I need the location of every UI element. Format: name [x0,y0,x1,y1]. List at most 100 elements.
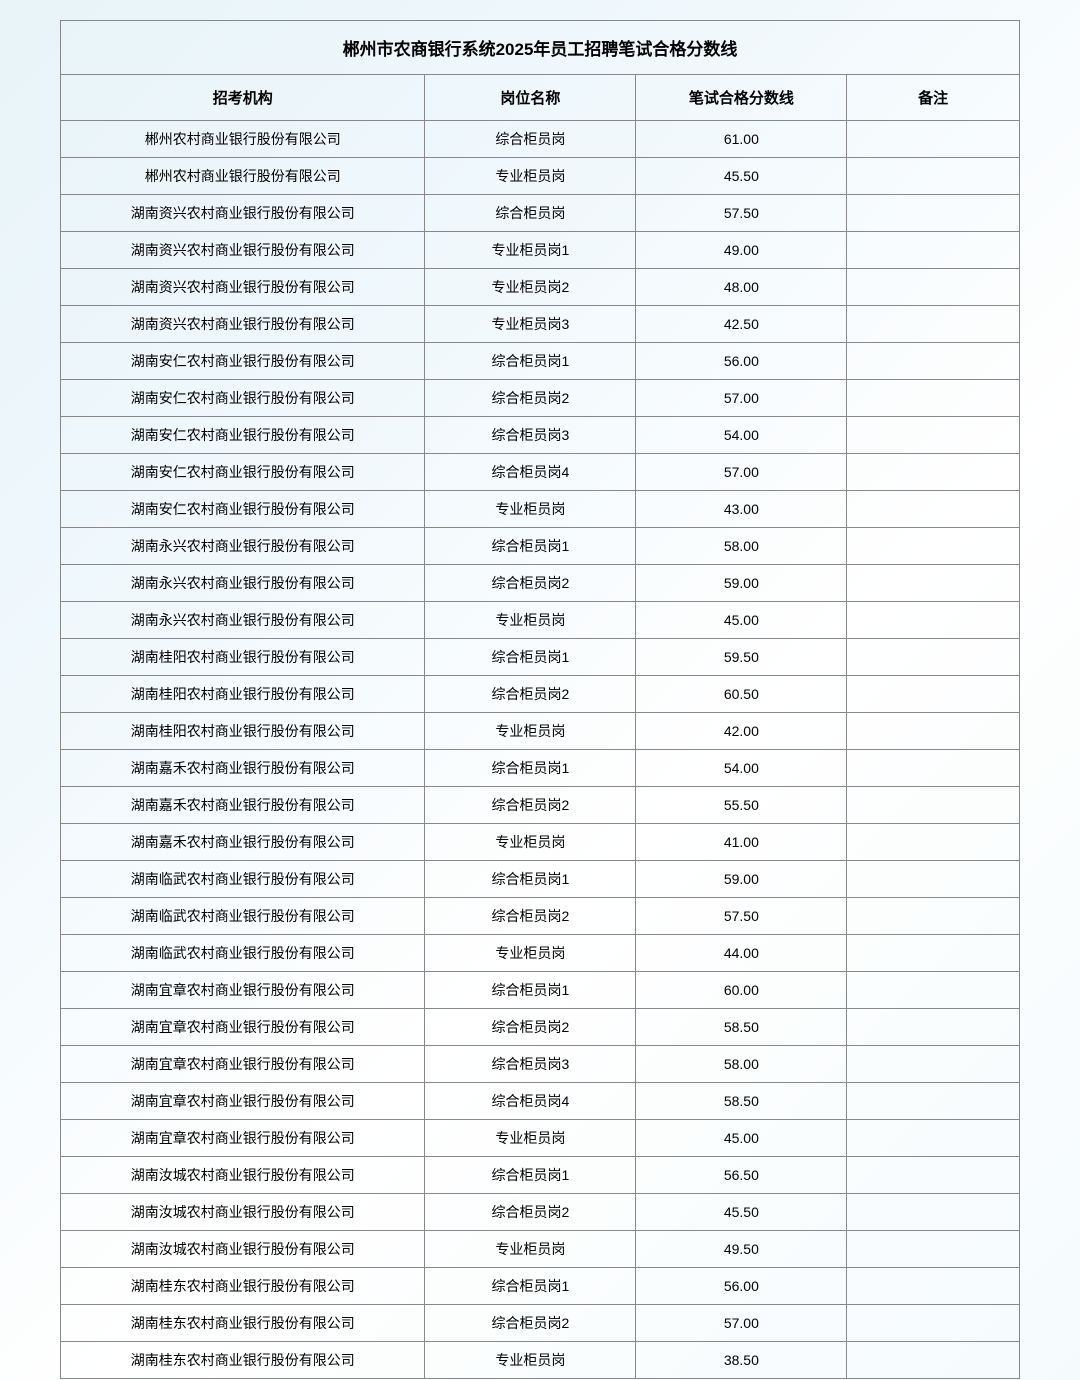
cell-note [847,861,1020,898]
cell-position: 综合柜员岗2 [425,565,636,602]
cell-note [847,935,1020,972]
table-row: 郴州农村商业银行股份有限公司专业柜员岗45.50 [61,158,1020,195]
cell-position: 综合柜员岗2 [425,787,636,824]
cell-position: 专业柜员岗 [425,602,636,639]
cell-score: 49.50 [636,1231,847,1268]
cell-score: 44.00 [636,935,847,972]
cell-position: 综合柜员岗1 [425,1268,636,1305]
cell-score: 58.50 [636,1009,847,1046]
cell-position: 专业柜员岗 [425,935,636,972]
cell-position: 综合柜员岗2 [425,1305,636,1342]
score-table: 郴州市农商银行系统2025年员工招聘笔试合格分数线 招考机构 岗位名称 笔试合格… [60,20,1020,1379]
cell-note [847,565,1020,602]
cell-note [847,454,1020,491]
cell-org: 湖南宜章农村商业银行股份有限公司 [61,1083,425,1120]
cell-org: 湖南永兴农村商业银行股份有限公司 [61,565,425,602]
cell-position: 综合柜员岗4 [425,454,636,491]
table-row: 湖南永兴农村商业银行股份有限公司专业柜员岗45.00 [61,602,1020,639]
cell-org: 郴州农村商业银行股份有限公司 [61,121,425,158]
cell-score: 57.00 [636,454,847,491]
cell-note [847,195,1020,232]
cell-position: 综合柜员岗4 [425,1083,636,1120]
cell-position: 综合柜员岗2 [425,676,636,713]
table-row: 湖南桂东农村商业银行股份有限公司专业柜员岗38.50 [61,1342,1020,1379]
cell-position: 综合柜员岗1 [425,343,636,380]
cell-position: 综合柜员岗1 [425,639,636,676]
cell-org: 湖南资兴农村商业银行股份有限公司 [61,232,425,269]
table-row: 湖南汝城农村商业银行股份有限公司综合柜员岗156.50 [61,1157,1020,1194]
cell-score: 54.00 [636,417,847,454]
cell-score: 59.50 [636,639,847,676]
cell-score: 54.00 [636,750,847,787]
cell-org: 湖南安仁农村商业银行股份有限公司 [61,380,425,417]
cell-note [847,602,1020,639]
cell-note [847,1194,1020,1231]
cell-score: 45.50 [636,1194,847,1231]
cell-note [847,1268,1020,1305]
cell-note [847,1083,1020,1120]
cell-position: 专业柜员岗 [425,1342,636,1379]
cell-note [847,1305,1020,1342]
cell-org: 湖南汝城农村商业银行股份有限公司 [61,1194,425,1231]
cell-org: 湖南嘉禾农村商业银行股份有限公司 [61,750,425,787]
cell-note [847,750,1020,787]
table-row: 湖南资兴农村商业银行股份有限公司专业柜员岗342.50 [61,306,1020,343]
cell-note [847,972,1020,1009]
title-row: 郴州市农商银行系统2025年员工招聘笔试合格分数线 [61,21,1020,75]
table-row: 湖南宜章农村商业银行股份有限公司综合柜员岗458.50 [61,1083,1020,1120]
cell-position: 专业柜员岗1 [425,232,636,269]
cell-note [847,158,1020,195]
cell-note [847,121,1020,158]
cell-score: 57.00 [636,380,847,417]
table-row: 湖南宜章农村商业银行股份有限公司综合柜员岗258.50 [61,1009,1020,1046]
header-org: 招考机构 [61,75,425,121]
cell-score: 56.00 [636,1268,847,1305]
table-row: 湖南安仁农村商业银行股份有限公司专业柜员岗43.00 [61,491,1020,528]
cell-org: 湖南资兴农村商业银行股份有限公司 [61,306,425,343]
header-note: 备注 [847,75,1020,121]
cell-org: 湖南临武农村商业银行股份有限公司 [61,861,425,898]
table-row: 湖南资兴农村商业银行股份有限公司综合柜员岗57.50 [61,195,1020,232]
cell-score: 61.00 [636,121,847,158]
cell-position: 综合柜员岗2 [425,1009,636,1046]
cell-note [847,1046,1020,1083]
cell-org: 湖南桂阳农村商业银行股份有限公司 [61,713,425,750]
cell-note [847,1157,1020,1194]
header-row: 招考机构 岗位名称 笔试合格分数线 备注 [61,75,1020,121]
cell-position: 综合柜员岗 [425,195,636,232]
cell-org: 湖南永兴农村商业银行股份有限公司 [61,528,425,565]
table-row: 湖南桂阳农村商业银行股份有限公司专业柜员岗42.00 [61,713,1020,750]
cell-position: 综合柜员岗2 [425,1194,636,1231]
table-row: 湖南永兴农村商业银行股份有限公司综合柜员岗259.00 [61,565,1020,602]
cell-score: 57.50 [636,195,847,232]
cell-org: 湖南安仁农村商业银行股份有限公司 [61,491,425,528]
cell-score: 57.00 [636,1305,847,1342]
cell-position: 综合柜员岗 [425,121,636,158]
cell-score: 43.00 [636,491,847,528]
cell-note [847,1009,1020,1046]
cell-score: 56.50 [636,1157,847,1194]
header-position: 岗位名称 [425,75,636,121]
cell-org: 湖南临武农村商业银行股份有限公司 [61,898,425,935]
cell-score: 56.00 [636,343,847,380]
cell-position: 专业柜员岗 [425,1231,636,1268]
cell-org: 湖南桂东农村商业银行股份有限公司 [61,1305,425,1342]
cell-note [847,269,1020,306]
cell-score: 49.00 [636,232,847,269]
table-row: 湖南汝城农村商业银行股份有限公司专业柜员岗49.50 [61,1231,1020,1268]
table-row: 湖南汝城农村商业银行股份有限公司综合柜员岗245.50 [61,1194,1020,1231]
cell-position: 专业柜员岗3 [425,306,636,343]
table-row: 湖南安仁农村商业银行股份有限公司综合柜员岗257.00 [61,380,1020,417]
cell-score: 60.00 [636,972,847,1009]
cell-org: 湖南宜章农村商业银行股份有限公司 [61,1120,425,1157]
table-row: 湖南宜章农村商业银行股份有限公司综合柜员岗358.00 [61,1046,1020,1083]
cell-note [847,417,1020,454]
table-row: 湖南宜章农村商业银行股份有限公司综合柜员岗160.00 [61,972,1020,1009]
cell-score: 48.00 [636,269,847,306]
cell-note [847,491,1020,528]
cell-score: 59.00 [636,861,847,898]
cell-org: 湖南安仁农村商业银行股份有限公司 [61,454,425,491]
cell-position: 综合柜员岗3 [425,417,636,454]
cell-note [847,1342,1020,1379]
cell-note [847,1120,1020,1157]
